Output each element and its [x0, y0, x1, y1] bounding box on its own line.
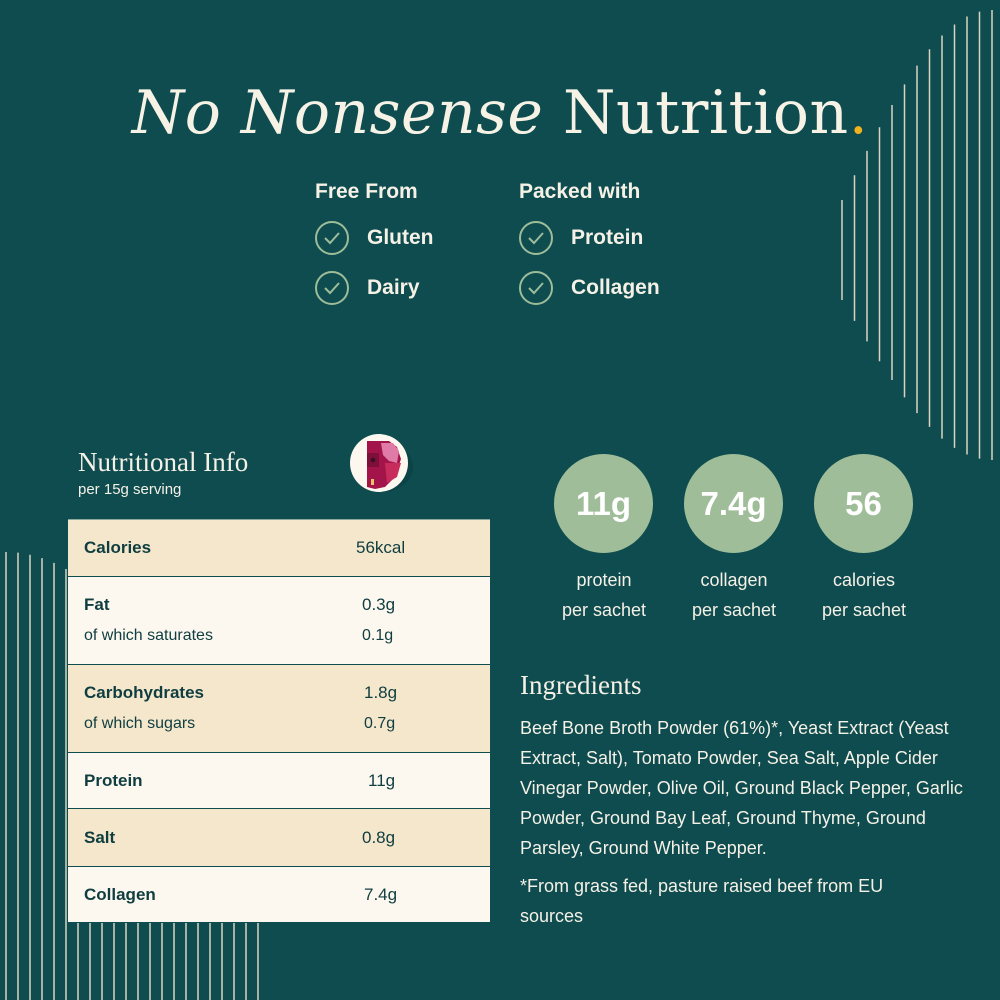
stat-value: 56 — [814, 454, 913, 553]
nutrient-subvalue: 0.1g — [362, 627, 394, 644]
nutrient-name: Collagen — [84, 884, 156, 904]
nutrient-subvalue: 0.7g — [364, 715, 396, 732]
nutrient-value: 7.4g — [364, 884, 398, 904]
packed-with-item: Collagen — [519, 270, 660, 306]
nutrient-value: 11g — [368, 770, 396, 790]
free-from-label: Dairy — [367, 276, 420, 299]
nutrient-name: Salt — [84, 827, 116, 847]
table-row: Salt 0.8g — [68, 809, 490, 867]
nutrient-name: Protein — [84, 770, 143, 790]
stat-value: 7.4g — [684, 454, 783, 553]
title-italic: No Nonsense — [131, 78, 544, 148]
nutrient-subname: of which saturates — [84, 627, 213, 644]
nutrient-subname: of which sugars — [84, 715, 196, 732]
check-circle-icon — [519, 221, 553, 255]
stat-caption-line2: per sachet — [821, 600, 907, 620]
nutrition-subtitle: per 15g serving — [78, 481, 182, 498]
stat-calories: 56 calories per sachet — [814, 454, 914, 625]
stat-caption-line1: collagen — [700, 570, 768, 590]
nutrition-table: Calories 56kcal Fat of which saturates 0… — [68, 519, 490, 923]
cow-head-logo-icon — [345, 433, 415, 493]
stat-protein: 11g protein per sachet — [554, 454, 654, 625]
free-from-label: Gluten — [367, 226, 434, 249]
check-circle-icon — [315, 271, 349, 305]
check-circle-icon — [315, 221, 349, 255]
stat-collagen: 7.4g collagen per sachet — [684, 454, 784, 625]
nutrition-title: Nutritional Info — [78, 447, 249, 477]
stat-caption-line2: per sachet — [561, 600, 647, 620]
packed-with-label: Protein — [571, 226, 644, 249]
table-row: Collagen 7.4g — [68, 867, 490, 923]
nutrient-name: Fat — [84, 595, 110, 614]
ingredients-text: Beef Bone Broth Powder (61%)*, Yeast Ext… — [520, 718, 963, 858]
ingredients-title: Ingredients — [520, 670, 642, 700]
table-row: Carbohydrates of which sugars 1.8g 0.7g — [68, 665, 490, 753]
nutrient-value: 56kcal — [356, 538, 406, 557]
packed-with-label: Collagen — [571, 276, 660, 299]
stat-value: 11g — [554, 454, 653, 553]
check-circle-icon — [519, 271, 553, 305]
ingredients-footnote: *From grass fed, pasture raised beef fro… — [520, 876, 884, 926]
page-title: No Nonsense Nutrition. — [0, 78, 1000, 148]
nutrient-name: Carbohydrates — [84, 683, 204, 702]
table-row: Protein 11g — [68, 753, 490, 809]
nutrient-value: 1.8g — [364, 683, 398, 702]
stat-caption-line1: calories — [832, 570, 896, 590]
free-from-item: Gluten — [315, 220, 434, 256]
title-regular: Nutrition — [543, 78, 849, 148]
decorative-lines-top-right — [830, 0, 1000, 470]
nutrient-name: Calories — [84, 538, 152, 557]
stat-caption-line1: protein — [576, 570, 632, 590]
free-from-item: Dairy — [315, 270, 434, 306]
stat-caption-line2: per sachet — [691, 600, 777, 620]
packed-with-list: Packed with Protein Collagen — [519, 180, 660, 320]
free-from-heading: Free From — [315, 180, 418, 203]
table-row: Calories 56kcal — [68, 520, 490, 577]
packed-with-heading: Packed with — [519, 180, 641, 203]
table-row: Fat of which saturates 0.3g 0.1g — [68, 577, 490, 665]
title-dot: . — [848, 78, 869, 148]
free-from-list: Free From Gluten Dairy — [315, 180, 434, 320]
nutrient-value: 0.3g — [362, 595, 396, 614]
packed-with-item: Protein — [519, 220, 660, 256]
nutrient-value: 0.8g — [362, 827, 396, 847]
